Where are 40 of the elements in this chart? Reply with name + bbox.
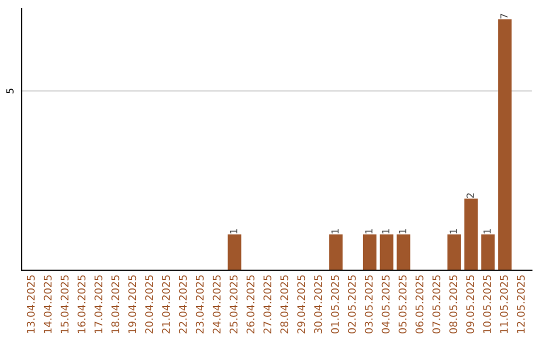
x-tick-label: 03.05.2025 (364, 275, 373, 334)
x-tick-label: 18.04.2025 (111, 275, 120, 333)
data-label: 2 (466, 193, 474, 198)
x-tick-label: 22.04.2025 (178, 275, 187, 334)
x-tick-label: 02.05.2025 (348, 275, 356, 334)
data-label: 1 (484, 229, 491, 234)
x-tick-label: 24.04.2025 (212, 275, 221, 334)
x-tick-label: 14.04.2025 (44, 275, 52, 333)
x-tick-label: 04.05.2025 (382, 275, 390, 334)
data-label: 7 (500, 14, 508, 18)
x-tick-label: 09.05.2025 (466, 275, 474, 334)
x-tick-label: 25.04.2025 (230, 275, 238, 334)
data-label: 1 (230, 229, 238, 234)
x-tick-label: 01.05.2025 (331, 275, 339, 334)
x-tick-label: 26.04.2025 (246, 275, 254, 334)
x-tick-label: 16.04.2025 (78, 275, 86, 333)
data-label: 1 (331, 229, 339, 234)
x-tick-label: 17.04.2025 (94, 275, 102, 333)
data-label: 1 (399, 229, 406, 234)
x-tick-label: 10.05.2025 (483, 275, 491, 333)
x-tick-label: 05.05.2025 (398, 275, 407, 334)
ref-line-label: 5 (6, 88, 14, 94)
data-label: 1 (365, 229, 372, 234)
x-tick-label: 28.04.2025 (280, 275, 288, 334)
x-tick-label: 06.05.2025 (416, 275, 424, 334)
data-label: 1 (450, 229, 457, 234)
data-label: 1 (382, 229, 390, 234)
x-tick-label: 29.04.2025 (297, 275, 306, 334)
x-tick-label: 30.04.2025 (314, 275, 322, 334)
x-tick-label: 21.04.2025 (162, 275, 170, 334)
x-tick-label: 27.04.2025 (263, 275, 272, 334)
x-tick-label: 19.04.2025 (128, 275, 136, 333)
x-tick-label: 15.04.2025 (60, 275, 69, 333)
x-tick-label: 08.05.2025 (449, 275, 458, 334)
x-tick-label: 20.04.2025 (145, 275, 154, 334)
x-tick-label: 07.05.2025 (432, 275, 440, 334)
x-tick-label: 23.04.2025 (196, 275, 204, 334)
x-tick-label: 11.05.2025 (500, 275, 508, 333)
x-tick-label: 12.05.2025 (516, 275, 525, 333)
x-tick-label: 13.04.2025 (26, 275, 35, 333)
